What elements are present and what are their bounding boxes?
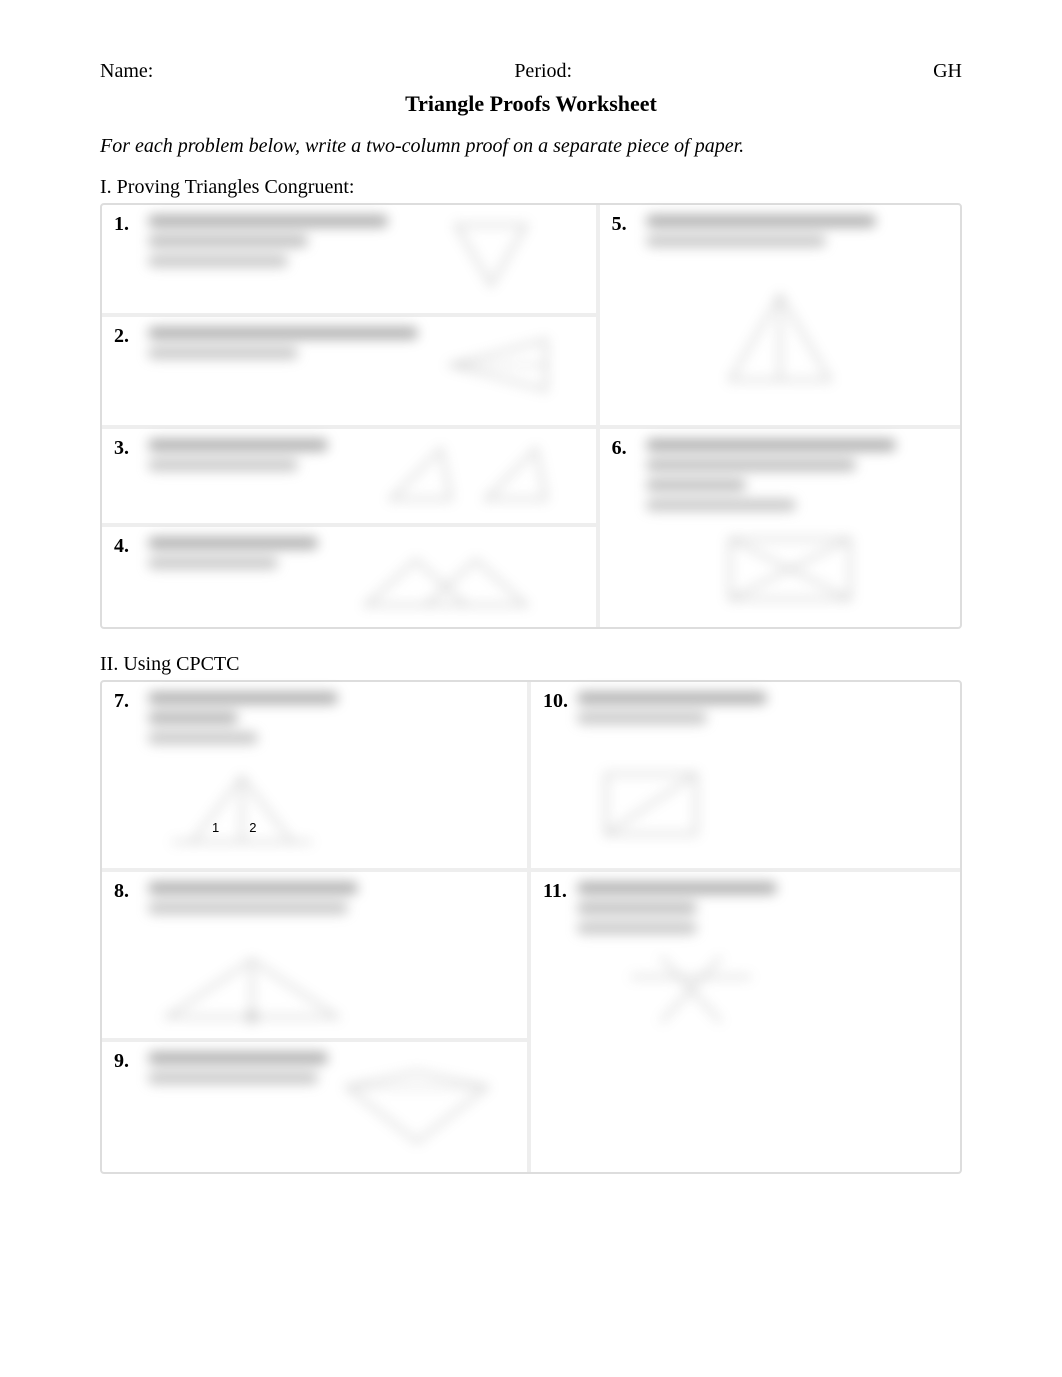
problem-6: 6. bbox=[600, 429, 960, 627]
problem-number: 2. bbox=[114, 325, 129, 348]
section1-right-col: 5. 6. bbox=[600, 205, 960, 627]
instructions: For each problem below, write a two-colu… bbox=[100, 135, 962, 158]
section2-grid: 7. 1 2 8. bbox=[100, 680, 962, 1174]
problem-number: 6. bbox=[612, 437, 627, 460]
blurred-figure bbox=[356, 545, 536, 620]
problem-7: 7. 1 2 bbox=[102, 682, 527, 872]
problem-11: 11. bbox=[531, 872, 960, 1042]
section1-grid: 1. 2. bbox=[100, 203, 962, 629]
blurred-text bbox=[577, 882, 948, 934]
blurred-text bbox=[646, 439, 948, 511]
problem-number: 8. bbox=[114, 880, 129, 903]
period-label: Period: bbox=[514, 60, 572, 83]
problem-8: 8. bbox=[102, 872, 527, 1042]
problem-number: 10. bbox=[543, 690, 568, 713]
worksheet-title: Triangle Proofs Worksheet bbox=[100, 91, 962, 117]
blurred-figure bbox=[710, 285, 850, 400]
blurred-figure bbox=[446, 335, 556, 400]
problem-number: 4. bbox=[114, 535, 129, 558]
blurred-figure bbox=[152, 952, 352, 1032]
problem-4: 4. bbox=[102, 523, 596, 627]
problem-1: 1. bbox=[102, 205, 596, 317]
problem-5: 5. bbox=[600, 205, 960, 429]
blurred-text bbox=[646, 215, 948, 247]
label-2: 2 bbox=[249, 820, 256, 835]
empty-cell bbox=[531, 1042, 960, 1172]
header-code: GH bbox=[933, 60, 962, 83]
problem-9: 9. bbox=[102, 1042, 527, 1172]
problem-number: 3. bbox=[114, 437, 129, 460]
problem-2: 2. bbox=[102, 317, 596, 429]
blurred-figure bbox=[621, 952, 761, 1037]
section1-left-col: 1. 2. bbox=[102, 205, 600, 627]
problem-3: 3. bbox=[102, 429, 596, 523]
problem-number: 5. bbox=[612, 213, 627, 236]
blurred-text bbox=[148, 882, 515, 914]
section2-right-col: 10. 11. bbox=[531, 682, 960, 1172]
problem-10: 10. bbox=[531, 682, 960, 872]
problem-number: 9. bbox=[114, 1050, 129, 1073]
section1-heading: I. Proving Triangles Congruent: bbox=[100, 176, 962, 199]
blurred-figure bbox=[162, 772, 322, 857]
label-1: 1 bbox=[212, 820, 219, 835]
problem-number: 7. bbox=[114, 690, 129, 713]
section2-left-col: 7. 1 2 8. bbox=[102, 682, 531, 1172]
blurred-figure bbox=[446, 215, 536, 300]
blurred-figure bbox=[386, 439, 556, 514]
problem-7-labels: 1 2 bbox=[212, 820, 256, 835]
blurred-text bbox=[577, 692, 948, 724]
header-row: Name: Period: GH bbox=[100, 60, 962, 83]
blurred-figure bbox=[591, 762, 711, 857]
name-label: Name: bbox=[100, 60, 153, 83]
blurred-figure bbox=[337, 1062, 497, 1157]
section2-heading: II. Using CPCTC bbox=[100, 653, 962, 676]
problem-number: 1. bbox=[114, 213, 129, 236]
blurred-text bbox=[148, 692, 515, 744]
blurred-figure bbox=[720, 529, 860, 614]
problem-number: 11. bbox=[543, 880, 567, 903]
